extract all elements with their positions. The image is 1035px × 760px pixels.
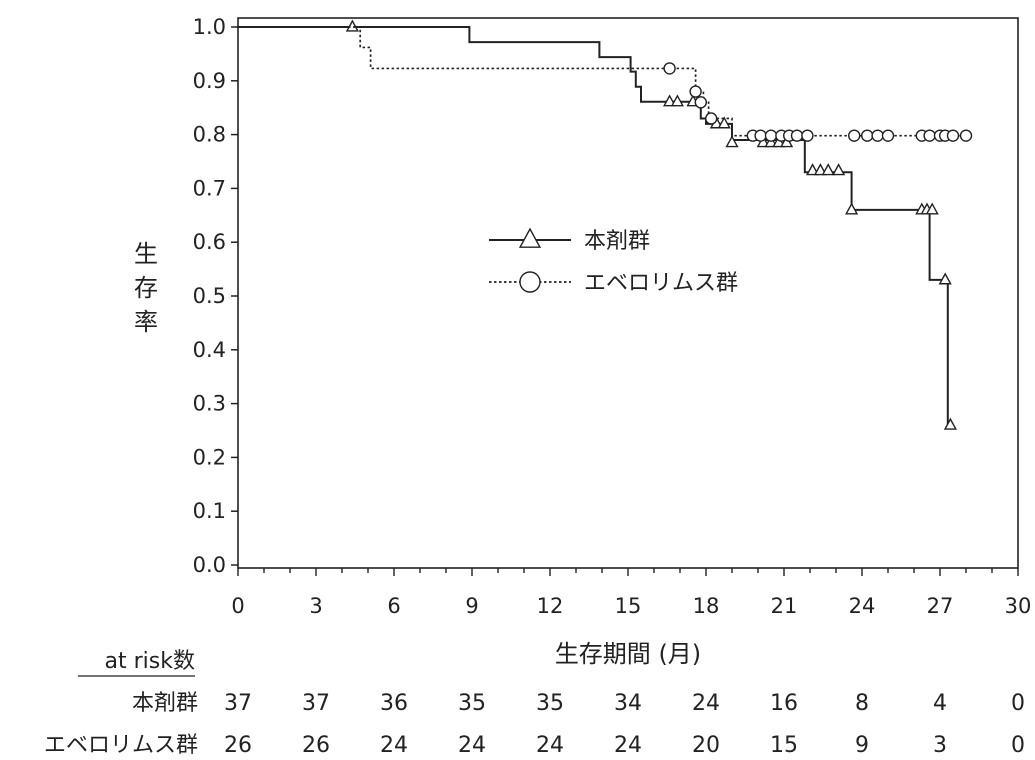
- x-tick-label: 24: [849, 594, 876, 618]
- censor-mark-circle: [790, 129, 804, 142]
- y-tick-label: 0.4: [193, 338, 226, 362]
- at-risk-value: 4: [933, 691, 947, 716]
- at-risk-value: 0: [1011, 691, 1025, 716]
- at-risk-row-label: エベロリムス群: [44, 733, 198, 758]
- censor-mark-triangle: [832, 163, 846, 176]
- y-tick-label: 0.7: [193, 176, 226, 200]
- censor-mark-triangle: [806, 163, 820, 176]
- censor-mark-circle: [871, 129, 884, 142]
- y-tick-label: 0.5: [193, 284, 226, 308]
- axis-titles: 生存期間 (月) 生存率: [134, 240, 701, 668]
- censor-mark-triangle: [845, 202, 859, 215]
- x-tick-label: 27: [927, 594, 954, 618]
- y-axis-title: 生存率: [134, 240, 158, 336]
- y-tick-label: 1.0: [193, 15, 226, 39]
- x-tick-label: 30: [1005, 594, 1032, 618]
- at-risk-value: 26: [302, 733, 330, 758]
- at-risk-value: 20: [692, 733, 720, 758]
- series-line-honzai: [238, 26, 951, 427]
- censor-mark-circle: [959, 129, 973, 142]
- at-risk-value: 24: [380, 733, 408, 758]
- y-axis-title-char: 率: [134, 308, 158, 336]
- at-risk-title: at risk数: [105, 649, 195, 674]
- y-tick-label: 0.8: [193, 123, 226, 147]
- censor-mark-circle: [754, 129, 767, 142]
- x-axis: 0 3 6 9 12 15 18 21 24 27 30: [231, 568, 1031, 618]
- censor-mark-triangle: [938, 272, 952, 285]
- censor-mark-circle: [881, 129, 895, 142]
- censor-mark-circle: [861, 129, 874, 142]
- at-risk-value: 37: [302, 691, 330, 716]
- x-tick-label: 21: [771, 594, 798, 618]
- at-risk-row-label: 本剤群: [132, 691, 198, 716]
- y-axis-title-char: 生: [134, 240, 158, 268]
- at-risk-value: 3: [933, 733, 947, 758]
- at-risk-value: 24: [458, 733, 486, 758]
- y-axis-title-char: 存: [134, 274, 158, 302]
- legend-marker-circle: [519, 271, 541, 293]
- x-tick-label: 6: [387, 594, 400, 618]
- censor-mark-circle: [848, 129, 861, 142]
- censor-mark-circle: [764, 129, 778, 142]
- censor-mark-circle: [801, 129, 814, 142]
- at-risk-value: 9: [855, 733, 869, 758]
- x-tick-label: 3: [309, 594, 322, 618]
- censor-mark-triangle: [717, 116, 731, 129]
- at-risk-value: 26: [224, 733, 252, 758]
- censor-mark-triangle: [345, 19, 359, 32]
- y-tick-label: 0.2: [193, 445, 226, 469]
- y-axis: 0.0 0.1 0.2 0.3 0.4 0.5 0.6 0.7 0.8 0.9 1.0: [193, 15, 238, 577]
- censor-mark-triangle: [925, 202, 939, 215]
- censor-mark-circle: [946, 129, 960, 142]
- series-line-everolimus: [238, 26, 966, 137]
- censor-mark-circle: [689, 85, 702, 98]
- at-risk-value: 15: [770, 733, 798, 758]
- at-risk-table: at risk数 本剤群 37 37 36 35 35 34 24 16 8 4 0 エベロリムス群 26…: [44, 649, 1025, 758]
- censor-mark-triangle: [725, 135, 739, 148]
- at-risk-value: 0: [1011, 733, 1025, 758]
- legend-marker-triangle: [518, 227, 542, 248]
- censor-mark-circle: [923, 129, 936, 142]
- x-tick-label: 0: [231, 594, 244, 618]
- x-tick-label: 15: [615, 594, 642, 618]
- y-tick-label: 0.3: [193, 392, 226, 416]
- at-risk-value: 16: [770, 691, 798, 716]
- x-tick-label: 18: [693, 594, 720, 618]
- censor-mark-triangle: [663, 94, 677, 107]
- censor-mark-triangle: [813, 163, 827, 176]
- x-tick-label: 9: [465, 594, 478, 618]
- x-axis-title: 生存期間 (月): [555, 640, 701, 668]
- curves: [238, 19, 973, 430]
- y-tick-label: 0.6: [193, 230, 226, 254]
- legend-label-everolimus: エベロリムス群: [584, 271, 738, 296]
- at-risk-value: 36: [380, 691, 408, 716]
- at-risk-value: 35: [536, 691, 564, 716]
- x-tick-label: 12: [537, 594, 564, 618]
- censor-mark-circle: [663, 62, 676, 75]
- legend-label-honzai: 本剤群: [584, 229, 650, 254]
- at-risk-value: 35: [458, 691, 486, 716]
- at-risk-value: 24: [692, 691, 720, 716]
- censor-mark-circle: [705, 112, 718, 125]
- censor-mark-triangle: [821, 163, 835, 176]
- censor-mark-triangle: [943, 417, 957, 430]
- at-risk-value: 24: [536, 733, 564, 758]
- y-tick-label: 0.1: [193, 499, 226, 523]
- censor-mark-triangle: [670, 94, 684, 107]
- censor-mark-circle: [694, 96, 707, 109]
- at-risk-value: 37: [224, 691, 252, 716]
- y-tick-label: 0.9: [193, 69, 226, 93]
- y-tick-label: 0.0: [193, 553, 226, 577]
- at-risk-value: 34: [614, 691, 642, 716]
- at-risk-value: 8: [855, 691, 869, 716]
- at-risk-value: 24: [614, 733, 642, 758]
